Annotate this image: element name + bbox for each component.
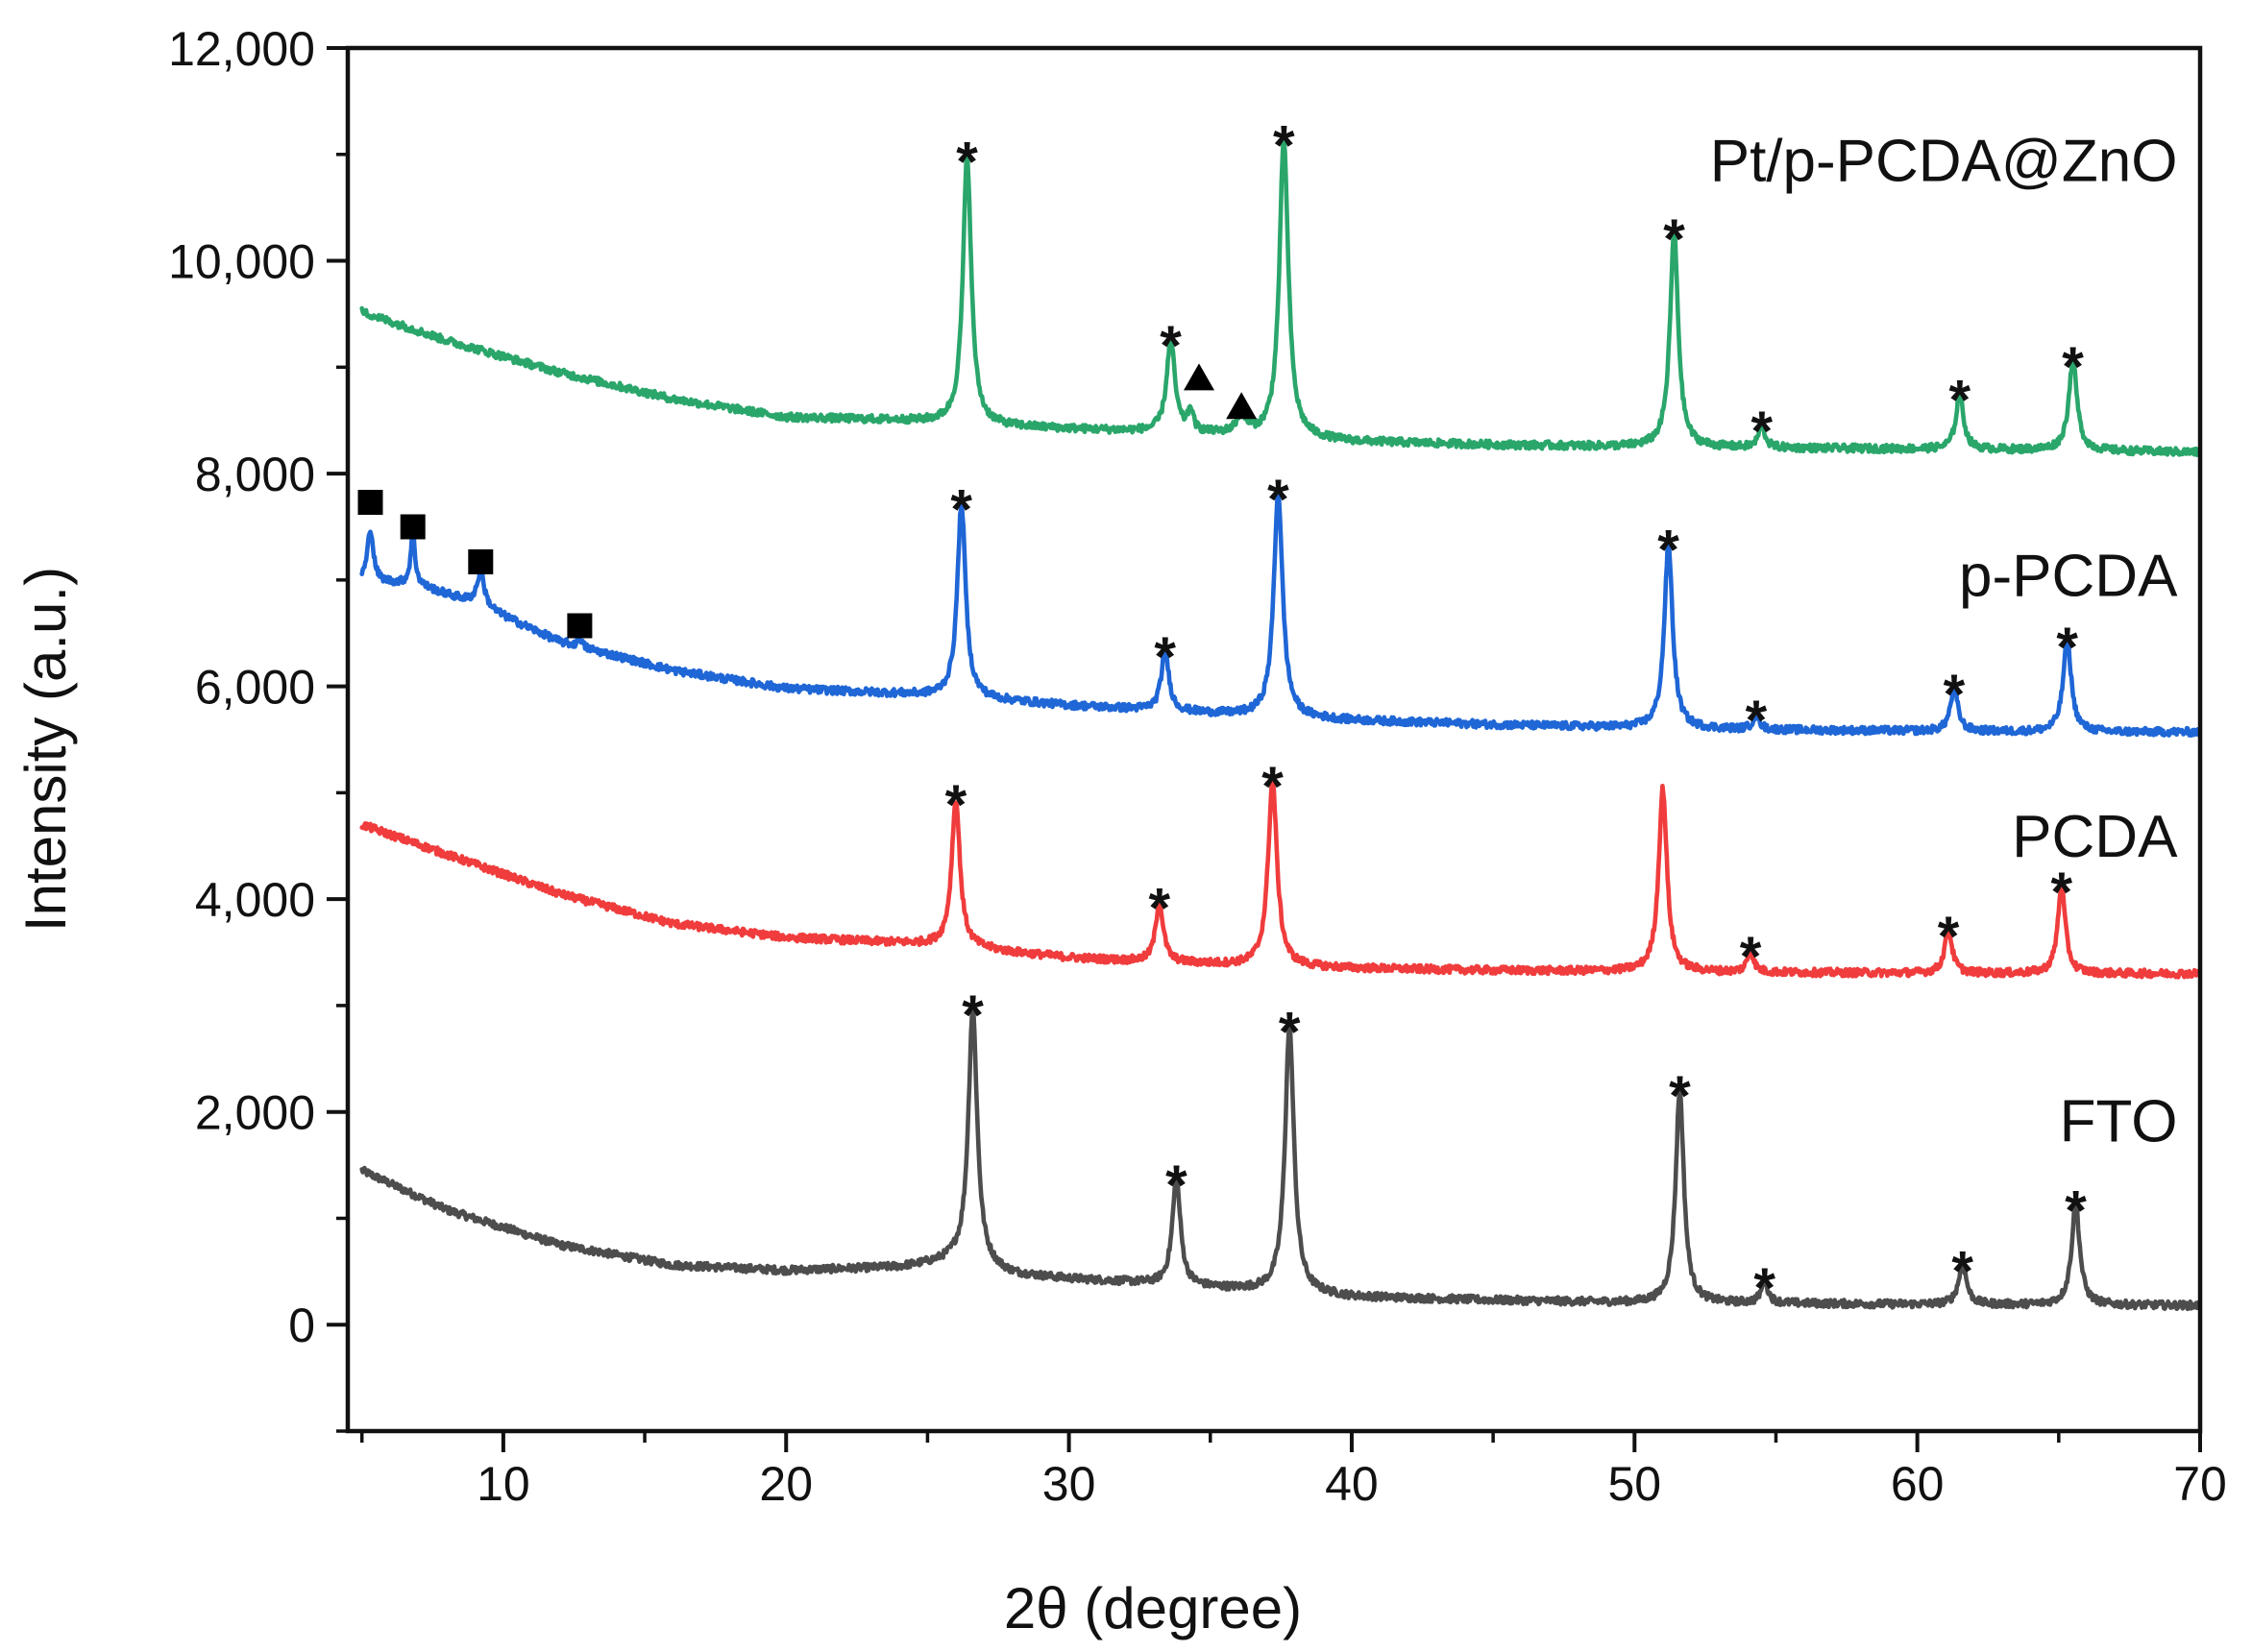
square-marker-3 <box>567 613 593 639</box>
triangle-marker-0 <box>1183 363 1214 391</box>
star-marker-fto-1: * <box>1165 1154 1187 1217</box>
triangle-marker-1 <box>1226 392 1258 420</box>
y-tick-label: 2,000 <box>195 1086 315 1140</box>
star-marker-pcda-0: * <box>945 774 967 837</box>
x-tick-label: 30 <box>1042 1457 1096 1511</box>
star-marker-fto-2: * <box>1279 1002 1301 1064</box>
series-label-pcda: PCDA <box>2012 804 2178 870</box>
star-marker-pcda-2: * <box>1261 756 1284 818</box>
star-marker-p-pcda-6: * <box>1267 469 1289 531</box>
star-marker-pt-p-pcda-zno-6: * <box>1751 401 1774 463</box>
x-tick-label: 50 <box>1607 1457 1661 1511</box>
star-marker-p-pcda-10: * <box>2056 617 2078 679</box>
star-marker-pcda-6: * <box>2051 862 2073 924</box>
y-tick-label: 8,000 <box>195 448 315 501</box>
star-marker-p-pcda-7: * <box>1657 520 1679 582</box>
star-marker-pt-p-pcda-zno-8: * <box>2062 336 2084 399</box>
series-trace-p-pcda <box>359 493 2202 738</box>
star-marker-p-pcda-9: * <box>1944 664 1966 726</box>
square-marker-2 <box>468 549 494 574</box>
star-marker-p-pcda-5: * <box>1154 626 1176 689</box>
x-tick-label: 60 <box>1891 1457 1945 1511</box>
star-marker-p-pcda-8: * <box>1746 690 1768 752</box>
markers-layer: * * * * * * * * * * * * * * * * * * * * * * * * * * * <box>357 115 2087 1320</box>
star-marker-pt-p-pcda-zno-1: * <box>1160 315 1182 377</box>
star-marker-pt-p-pcda-zno-5: * <box>1663 208 1685 271</box>
x-axis-title: 2θ (degree) <box>1004 1576 1302 1640</box>
x-tick-label: 10 <box>477 1457 530 1511</box>
y-tick-label: 4,000 <box>195 873 315 927</box>
y-tick-label: 6,000 <box>195 661 315 715</box>
star-marker-fto-4: * <box>1753 1257 1775 1320</box>
star-marker-pt-p-pcda-zno-4: * <box>1273 115 1295 178</box>
star-marker-p-pcda-4: * <box>950 479 972 542</box>
x-tick-label: 40 <box>1325 1457 1379 1511</box>
series-label-pt-p-pcda-zno: Pt/p-PCDA@ZnO <box>1710 128 2178 194</box>
star-marker-pcda-1: * <box>1149 878 1171 940</box>
star-marker-fto-0: * <box>962 984 984 1047</box>
x-tick-label: 70 <box>2173 1457 2227 1511</box>
y-tick-label: 12,000 <box>168 22 315 76</box>
star-marker-pcda-5: * <box>1938 906 1960 968</box>
series-trace-pcda <box>359 778 2202 980</box>
series-trace-pt-p-pcda-zno <box>359 136 2202 457</box>
square-marker-1 <box>400 514 426 540</box>
star-marker-pcda-4: * <box>1740 926 1762 988</box>
y-tick-label: 0 <box>288 1299 315 1352</box>
plot-frame <box>345 45 2203 1434</box>
star-marker-pt-p-pcda-zno-0: * <box>956 132 978 194</box>
star-marker-pt-p-pcda-zno-7: * <box>1949 369 1971 431</box>
ticks-layer <box>327 46 2202 1452</box>
x-tick-label: 20 <box>759 1457 813 1511</box>
series-label-fto: FTO <box>2060 1089 2178 1155</box>
y-axis-title: Intensity (a.u.) <box>13 567 78 932</box>
star-marker-fto-3: * <box>1669 1065 1691 1128</box>
star-marker-fto-6: * <box>2065 1180 2087 1243</box>
traces-layer <box>359 136 2202 1312</box>
series-trace-fto <box>359 1007 2202 1312</box>
y-tick-label: 10,000 <box>168 235 315 289</box>
star-marker-fto-5: * <box>1951 1240 1973 1302</box>
series-label-p-pcda: p-PCDA <box>1959 543 2178 609</box>
square-marker-0 <box>357 490 383 515</box>
labels-layer: 10 20 30 40 50 60 70 0 2,000 4,000 6,000 8,000 10,00… <box>168 22 2227 1511</box>
